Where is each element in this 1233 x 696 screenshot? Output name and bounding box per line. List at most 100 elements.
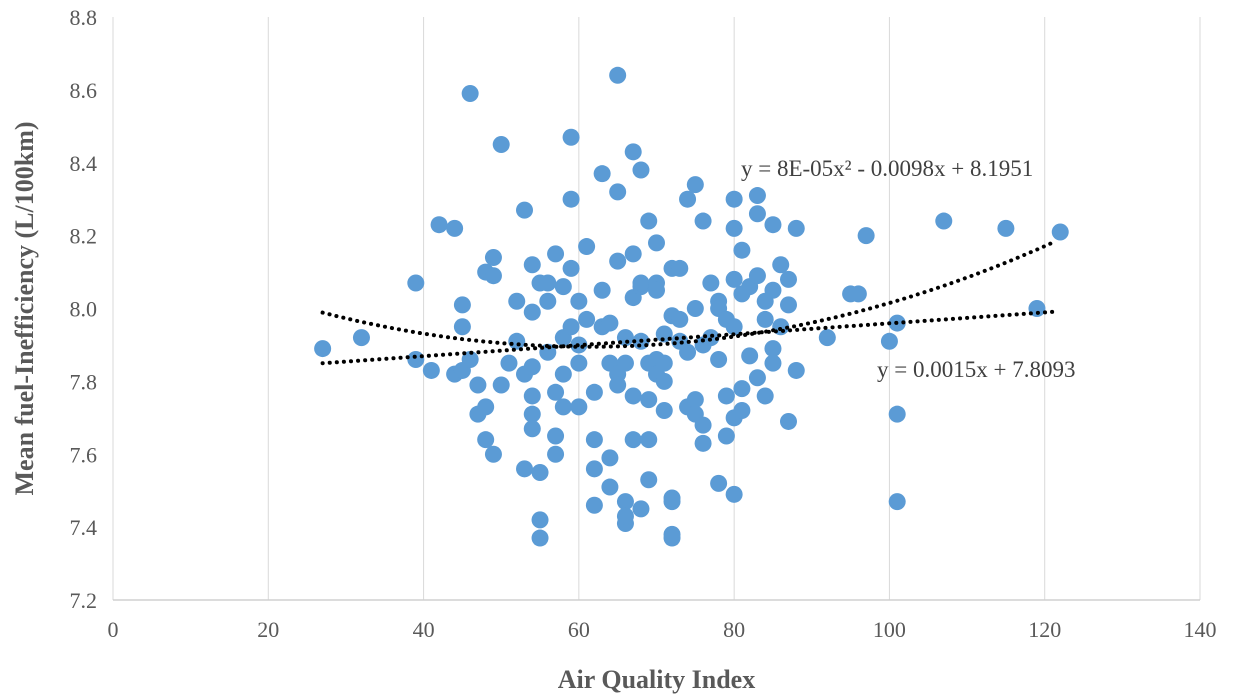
data-point bbox=[717, 427, 735, 445]
y-tick-label: 8.4 bbox=[70, 151, 98, 176]
data-point bbox=[888, 493, 906, 511]
data-point bbox=[787, 361, 805, 379]
data-point bbox=[655, 372, 673, 390]
data-point bbox=[686, 391, 704, 409]
data-point bbox=[469, 376, 487, 394]
data-point bbox=[725, 190, 743, 208]
data-point bbox=[764, 340, 782, 358]
vertical-gridlines bbox=[112, 17, 1201, 600]
data-point bbox=[663, 525, 681, 543]
data-point bbox=[632, 161, 650, 179]
data-point bbox=[508, 332, 526, 350]
data-point bbox=[733, 380, 751, 398]
data-point bbox=[547, 445, 565, 463]
data-point bbox=[694, 212, 712, 230]
data-point bbox=[748, 369, 766, 387]
y-tick-labels: 7.2 7.4 7.6 7.8 8.0 8.2 8.4 8.6 8.8 bbox=[70, 5, 98, 613]
y-tick-label: 8.8 bbox=[70, 5, 98, 30]
data-point bbox=[516, 460, 534, 478]
data-point bbox=[702, 329, 720, 347]
data-point bbox=[648, 281, 665, 299]
data-point bbox=[484, 267, 502, 285]
data-point bbox=[702, 274, 720, 292]
data-point bbox=[935, 212, 953, 230]
data-point bbox=[539, 292, 557, 310]
data-point bbox=[632, 274, 650, 292]
data-point bbox=[818, 329, 836, 347]
data-point bbox=[779, 270, 797, 288]
data-point bbox=[523, 420, 541, 438]
linear-trendline bbox=[320, 309, 1055, 366]
polynomial-trendline bbox=[320, 240, 1055, 349]
data-point bbox=[477, 398, 495, 416]
data-point bbox=[616, 507, 634, 525]
y-tick-label: 8.6 bbox=[70, 78, 98, 103]
data-point bbox=[849, 285, 867, 303]
data-point bbox=[570, 292, 588, 310]
data-point bbox=[756, 310, 774, 328]
data-point bbox=[717, 387, 735, 405]
data-point bbox=[663, 489, 681, 507]
data-point bbox=[748, 205, 766, 223]
data-point bbox=[779, 412, 797, 430]
data-point bbox=[516, 201, 534, 219]
data-point bbox=[601, 478, 619, 496]
data-point bbox=[446, 219, 464, 237]
data-point bbox=[407, 274, 425, 292]
data-point bbox=[523, 358, 541, 376]
x-tick-label: 40 bbox=[413, 617, 435, 642]
x-tick-label: 0 bbox=[108, 617, 119, 642]
data-point bbox=[1051, 223, 1069, 241]
linear-trend-equation: y = 0.0015x + 7.8093 bbox=[877, 357, 1075, 382]
data-point bbox=[430, 216, 448, 234]
data-point bbox=[609, 252, 627, 270]
data-point bbox=[407, 351, 425, 369]
data-point bbox=[671, 310, 689, 328]
data-point bbox=[477, 431, 495, 449]
y-tick-label: 7.4 bbox=[70, 515, 98, 540]
data-point bbox=[655, 354, 673, 372]
x-tick-labels: 0 20 40 60 80 100 120 140 bbox=[108, 617, 1217, 642]
data-point bbox=[880, 332, 898, 350]
data-point bbox=[679, 343, 697, 361]
data-point bbox=[531, 511, 549, 529]
data-point bbox=[741, 347, 759, 365]
data-point bbox=[725, 219, 743, 237]
y-tick-label: 7.6 bbox=[70, 442, 98, 467]
y-tick-label: 8.2 bbox=[70, 224, 98, 249]
data-point bbox=[725, 318, 743, 336]
data-point bbox=[461, 85, 479, 103]
y-tick-label: 8.0 bbox=[70, 297, 98, 322]
data-point bbox=[523, 303, 541, 321]
data-point bbox=[748, 187, 766, 205]
data-point bbox=[609, 183, 627, 201]
data-point bbox=[585, 496, 603, 514]
data-point bbox=[422, 361, 440, 379]
x-tick-label: 140 bbox=[1184, 617, 1217, 642]
data-point bbox=[554, 365, 572, 383]
data-point bbox=[492, 376, 510, 394]
data-point bbox=[508, 292, 526, 310]
data-point bbox=[686, 300, 704, 317]
data-point bbox=[484, 445, 502, 463]
data-point bbox=[640, 431, 658, 449]
trendlines bbox=[320, 240, 1055, 366]
data-point bbox=[725, 270, 743, 288]
data-point bbox=[764, 354, 782, 372]
data-point bbox=[710, 351, 728, 369]
data-point bbox=[624, 431, 642, 449]
data-point bbox=[500, 354, 518, 372]
data-point bbox=[570, 398, 588, 416]
data-point bbox=[609, 376, 627, 394]
data-point bbox=[523, 387, 541, 405]
data-point bbox=[585, 460, 603, 478]
data-point bbox=[531, 529, 549, 547]
data-point bbox=[616, 493, 634, 511]
x-axis-title: Air Quality Index bbox=[558, 665, 755, 694]
data-point bbox=[601, 449, 619, 467]
data-point bbox=[655, 402, 673, 420]
data-point bbox=[352, 329, 370, 347]
y-tick-label: 7.2 bbox=[70, 588, 98, 613]
data-point bbox=[585, 383, 603, 401]
data-point bbox=[562, 190, 580, 208]
